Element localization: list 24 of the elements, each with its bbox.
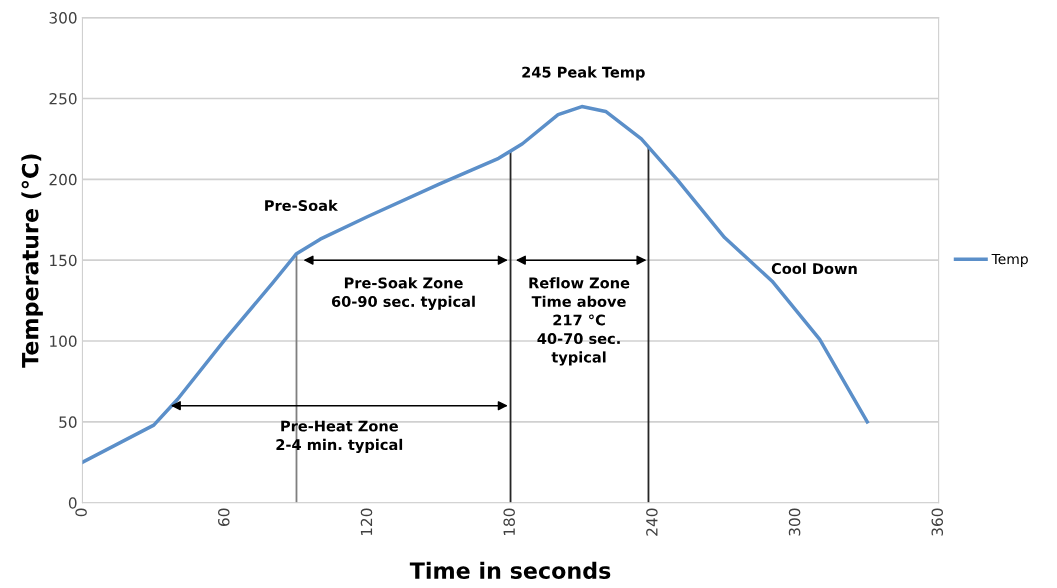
- y-tick-label: 0: [68, 497, 77, 509]
- y-tick-label: 50: [59, 416, 77, 428]
- x-tick-label: 120: [360, 508, 373, 536]
- y-tick-label: 150: [50, 254, 77, 267]
- x-axis-title: Time in seconds: [409, 561, 611, 579]
- y-tick-label: 100: [50, 335, 77, 348]
- y-tick-label: 200: [49, 173, 77, 186]
- x-tick-label: 0: [75, 508, 87, 517]
- y-axis-title: Temperature (°C): [21, 154, 43, 368]
- legend-label: Temp: [991, 253, 1028, 267]
- annotation: Pre-Soak Zone 60-90 sec. typical: [331, 277, 475, 310]
- x-tick-label: 240: [646, 508, 658, 536]
- y-tick-label: 300: [49, 12, 77, 24]
- annotation: 245 Peak Temp: [522, 66, 645, 81]
- x-tick-label: 180: [503, 508, 515, 536]
- annotation: Pre-Soak: [265, 199, 338, 212]
- annotation: Reflow Zone Time above 217 °C 40-70 sec. typical: [529, 277, 630, 366]
- line-series: [82, 104, 870, 465]
- annotation: Cool Down: [771, 262, 857, 275]
- y-tick-label: 250: [49, 92, 77, 105]
- x-tick-label: 60: [218, 508, 230, 526]
- x-tick-label: 300: [788, 508, 801, 536]
- annotation: Pre-Heat Zone 2-4 min. typical: [276, 420, 403, 454]
- x-tick-label: 360: [931, 508, 944, 536]
